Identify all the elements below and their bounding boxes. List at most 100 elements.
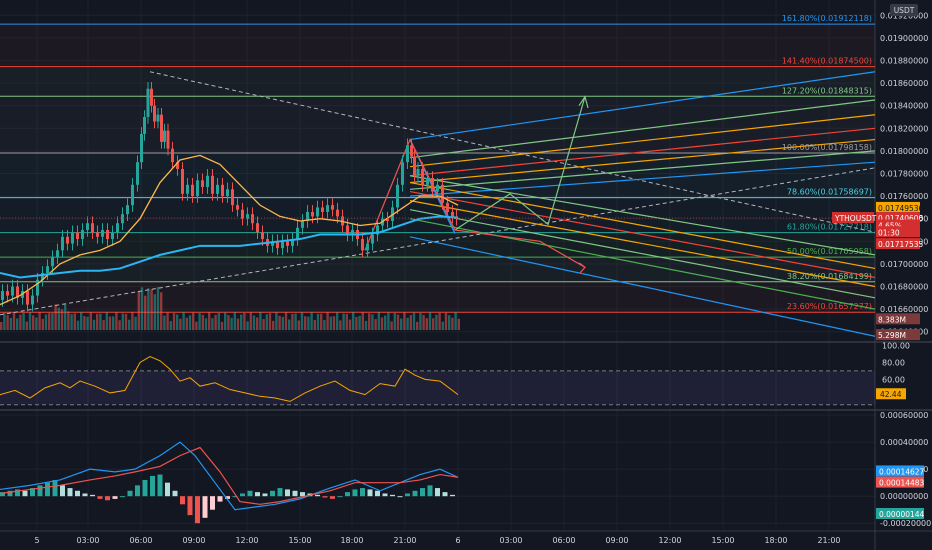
macd-histogram-bar <box>277 488 283 497</box>
candle-body <box>401 162 404 185</box>
volume-bar <box>3 312 6 330</box>
volume-bar <box>185 317 188 330</box>
macd-panel[interactable]: 0.000600000.000400000.000200000.00000000… <box>0 411 931 528</box>
pitchfork-ray[interactable] <box>409 114 876 168</box>
pitchfork-ray[interactable] <box>409 138 876 184</box>
macd-tick-label: -0.00020000 <box>880 519 931 528</box>
volume-bar <box>220 321 224 330</box>
pitchfork-ray[interactable] <box>409 150 876 190</box>
pitchfork-ray[interactable] <box>409 236 876 337</box>
volume-bar <box>435 314 438 330</box>
volume-bar <box>416 321 419 330</box>
ema-blue-line <box>0 215 459 279</box>
macd-histogram-bar <box>247 490 253 497</box>
candle-body <box>191 184 194 197</box>
volume-bar <box>342 313 345 330</box>
macd-histogram-bar <box>337 496 343 498</box>
candle-body <box>271 241 274 246</box>
pitchfork-ray[interactable] <box>409 181 876 270</box>
pitchfork-ray[interactable] <box>409 175 876 256</box>
macd-histogram-bar <box>142 479 148 497</box>
candle-body <box>160 114 163 142</box>
macd-line <box>0 441 459 511</box>
candle-body <box>186 184 189 194</box>
volume-bar <box>406 317 409 330</box>
time-tick-label: 21:00 <box>817 536 840 545</box>
price-tag <box>876 313 920 325</box>
pitchfork-ray[interactable] <box>409 71 876 141</box>
candlesticks <box>1 81 458 312</box>
volume-bar <box>358 315 361 330</box>
candle-body <box>321 207 324 212</box>
pitchfork-ray[interactable] <box>409 99 876 159</box>
volume-bar <box>348 319 352 330</box>
pitchfork-ray[interactable] <box>409 127 876 177</box>
time-axis[interactable]: 5 03:00 06:00 09:00 12:00 15:00 18:00 21:00 6 03:… <box>34 536 840 545</box>
price-tick-label: 0.01860000 <box>880 79 928 88</box>
candle-body <box>181 168 184 194</box>
candle-body <box>101 230 104 237</box>
candle-body <box>11 286 14 296</box>
price-tag-label: 0.01749536 <box>878 204 924 213</box>
currency-badge[interactable] <box>890 4 918 16</box>
volume-bar <box>332 316 336 330</box>
macd-histogram-bar <box>435 488 440 497</box>
candle-body <box>136 162 139 185</box>
price-tag-label: 01:30 <box>878 228 900 237</box>
rsi-tick-label: 100.00 <box>882 342 910 351</box>
fib-level-label: 61.80%(0.01727718) <box>787 223 872 232</box>
price-tag <box>876 219 920 231</box>
projection-path-down[interactable] <box>454 229 586 268</box>
macd-histogram-bar <box>75 490 80 497</box>
drawing-tools[interactable] <box>0 71 876 337</box>
price-axis[interactable]: 0.016400000.016600000.016800000.01700000… <box>832 4 928 341</box>
price-tick-label: 0.01880000 <box>880 56 928 65</box>
price-tag-label: 5.298M <box>878 331 906 340</box>
price-tag <box>876 201 920 213</box>
macd-histogram-bar <box>255 492 260 497</box>
pitchfork-ray[interactable] <box>409 161 876 197</box>
pitchfork-ray[interactable] <box>409 190 876 279</box>
candle-body <box>36 279 39 296</box>
volume-bar <box>92 319 96 330</box>
candle-body <box>221 184 224 197</box>
candle-body <box>306 211 309 221</box>
symbol-tag-label: YTHOUSDT <box>834 214 877 223</box>
volume-bar <box>444 312 448 330</box>
rsi-value-tag <box>876 388 906 400</box>
projection-path-up[interactable] <box>454 96 586 231</box>
dashed-trendline[interactable] <box>149 71 876 233</box>
volume-bar <box>364 320 368 330</box>
volume-bar <box>252 315 256 330</box>
dashed-trendline[interactable] <box>0 167 876 316</box>
volume-bar <box>131 312 134 330</box>
volume-bar <box>224 312 227 330</box>
volume-bar <box>438 312 441 330</box>
fib-retracement[interactable]: 161.80%(0.01912118) 141.40%(0.01874500) 12… <box>0 14 875 313</box>
macd-histogram-bar <box>405 493 410 497</box>
macd-histogram-bar <box>367 489 373 497</box>
volume-bar <box>64 304 67 330</box>
macd-histogram-bar <box>195 496 200 524</box>
pitchfork-ray[interactable] <box>409 209 876 299</box>
volume-bar <box>12 312 16 330</box>
candle-body <box>153 105 156 122</box>
price-tag-label: 4.65% <box>878 221 902 230</box>
volume-bar <box>256 317 259 330</box>
volume-bar <box>268 313 272 330</box>
candle-body <box>291 239 294 246</box>
abc-pattern[interactable] <box>364 138 456 251</box>
volume-bar <box>294 313 297 330</box>
volume-bar <box>278 315 281 330</box>
volume-bar <box>140 287 144 330</box>
pitchfork-ray[interactable] <box>409 200 876 288</box>
rsi-panel[interactable]: 100.00 80.00 60.00 42.44 <box>0 342 910 406</box>
fib-band <box>0 24 875 67</box>
candle-body <box>426 178 429 185</box>
candle-body <box>96 232 99 237</box>
macd-histogram-bar <box>315 494 320 497</box>
volume-bar <box>284 312 288 330</box>
volume-bar <box>112 316 115 330</box>
volume-bar <box>291 313 294 330</box>
